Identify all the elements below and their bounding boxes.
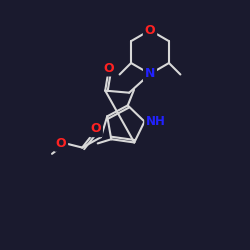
Text: NH: NH bbox=[146, 115, 166, 128]
Text: O: O bbox=[145, 24, 155, 37]
Text: O: O bbox=[56, 137, 66, 150]
Text: O: O bbox=[103, 62, 114, 74]
Text: N: N bbox=[145, 68, 155, 80]
Text: O: O bbox=[90, 122, 101, 135]
